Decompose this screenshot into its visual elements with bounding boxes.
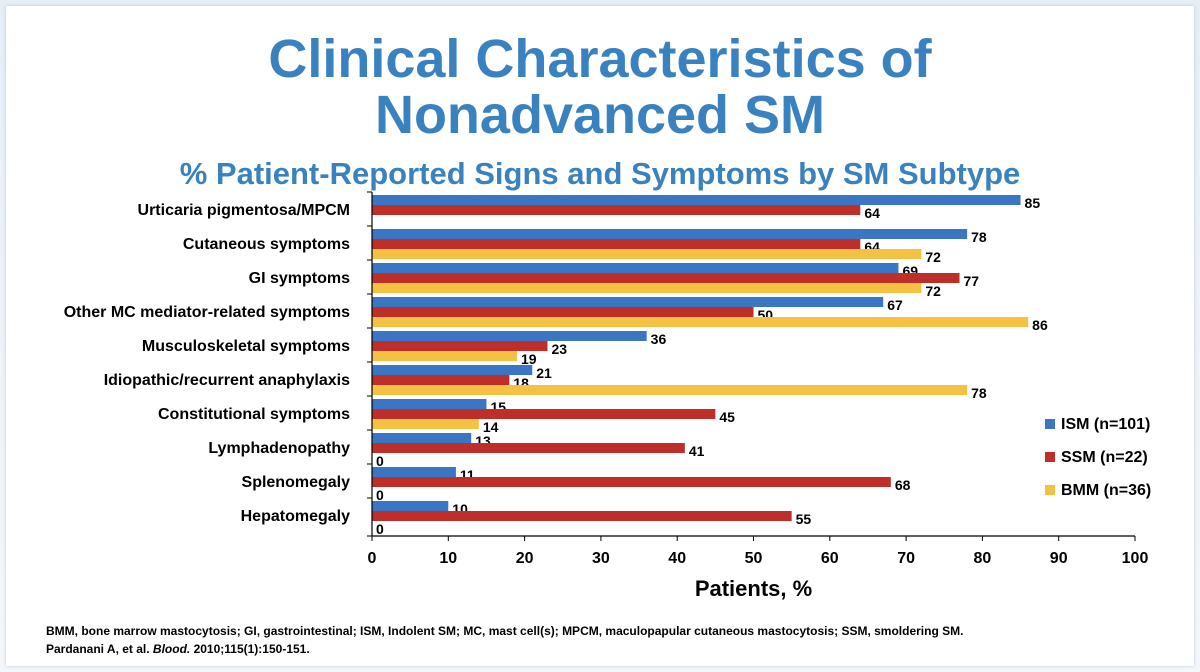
- data-label: 67: [887, 297, 903, 313]
- bar: [372, 409, 716, 419]
- data-label: 77: [964, 273, 980, 289]
- legend-label: BMM (n=36): [1061, 482, 1151, 499]
- category-label: Lymphadenopathy: [208, 440, 350, 457]
- x-tick-label: 80: [974, 550, 992, 567]
- bar: [372, 229, 968, 239]
- bar: [372, 239, 861, 249]
- bar: [372, 297, 884, 307]
- legend-swatch: [1045, 485, 1055, 495]
- category-label: Hepatomegaly: [241, 508, 350, 525]
- bar: [372, 399, 487, 409]
- citation-details: 2010;115(1):150-151.: [190, 642, 310, 656]
- slide: Clinical Characteristics of Nonadvanced …: [6, 6, 1194, 666]
- data-label: 68: [895, 477, 911, 493]
- footnote-citation: Pardanani A, et al. Blood. 2010;115(1):1…: [46, 642, 310, 656]
- data-label: 23: [551, 341, 567, 357]
- bar: [372, 263, 899, 273]
- data-label: 21: [536, 365, 552, 381]
- x-axis-label: Patients, %: [695, 576, 812, 601]
- bar: [372, 307, 754, 317]
- x-tick-label: 90: [1050, 550, 1068, 567]
- data-label: 36: [651, 331, 667, 347]
- data-label: 45: [719, 409, 735, 425]
- bar: [372, 467, 456, 477]
- bar: [372, 365, 533, 375]
- title-line-1: Clinical Characteristics of: [268, 29, 932, 89]
- data-label: 85: [1025, 195, 1041, 211]
- category-label: Idiopathic/recurrent anaphylaxis: [104, 372, 350, 389]
- bar: [372, 443, 685, 453]
- category-label: Constitutional symptoms: [158, 406, 350, 423]
- x-tick-label: 40: [668, 550, 686, 567]
- category-label: Cutaneous symptoms: [183, 236, 350, 253]
- subtitle: % Patient-Reported Signs and Symptoms by…: [179, 156, 1021, 191]
- data-label: 0: [376, 453, 384, 469]
- category-label: Other MC mediator-related symptoms: [64, 304, 350, 321]
- category-label: Musculoskeletal symptoms: [142, 338, 350, 355]
- data-label: 78: [971, 229, 987, 245]
- legend-swatch: [1045, 419, 1055, 429]
- bar: [372, 283, 922, 293]
- category-label: GI symptoms: [249, 270, 350, 287]
- data-label: 72: [925, 249, 941, 265]
- data-label: 41: [689, 443, 705, 459]
- bar: [372, 375, 510, 385]
- data-label: 72: [925, 283, 941, 299]
- bar: [372, 351, 517, 361]
- data-label: 86: [1032, 317, 1048, 333]
- data-label: 55: [796, 511, 812, 527]
- bar: [372, 477, 891, 487]
- data-label: 64: [864, 205, 880, 221]
- bar: [372, 195, 1021, 205]
- x-tick-label: 50: [745, 550, 763, 567]
- bar: [372, 249, 922, 259]
- x-tick-label: 100: [1122, 550, 1149, 567]
- legend-label: ISM (n=101): [1061, 416, 1150, 433]
- bar: [372, 433, 472, 443]
- bar: [372, 317, 1029, 327]
- legend-swatch: [1045, 452, 1055, 462]
- data-label: 0: [376, 521, 384, 537]
- bar: [372, 419, 479, 429]
- x-tick-label: 30: [592, 550, 610, 567]
- citation-journal: Blood.: [152, 642, 191, 656]
- data-label: 14: [483, 419, 499, 435]
- citation-authors: Pardanani A, et al.: [46, 642, 153, 656]
- bar: [372, 501, 449, 511]
- bar: [372, 273, 960, 283]
- x-tick-label: 60: [821, 550, 839, 567]
- bar: [372, 511, 792, 521]
- category-label: Urticaria pigmentosa/MPCM: [138, 202, 350, 219]
- legend-label: SSM (n=22): [1061, 449, 1148, 466]
- data-label: 0: [376, 487, 384, 503]
- x-tick-label: 10: [439, 550, 457, 567]
- x-tick-label: 70: [897, 550, 915, 567]
- x-tick-label: 0: [368, 550, 377, 567]
- bar: [372, 385, 968, 395]
- data-label: 19: [521, 351, 537, 367]
- bar: [372, 331, 647, 341]
- title-line-2: Nonadvanced SM: [374, 85, 826, 145]
- bar: [372, 341, 548, 351]
- x-tick-label: 20: [516, 550, 534, 567]
- data-label: 78: [971, 385, 987, 401]
- footnote-abbreviations: BMM, bone marrow mastocytosis; GI, gastr…: [46, 624, 964, 638]
- category-label: Splenomegaly: [242, 474, 351, 491]
- bar: [372, 205, 861, 215]
